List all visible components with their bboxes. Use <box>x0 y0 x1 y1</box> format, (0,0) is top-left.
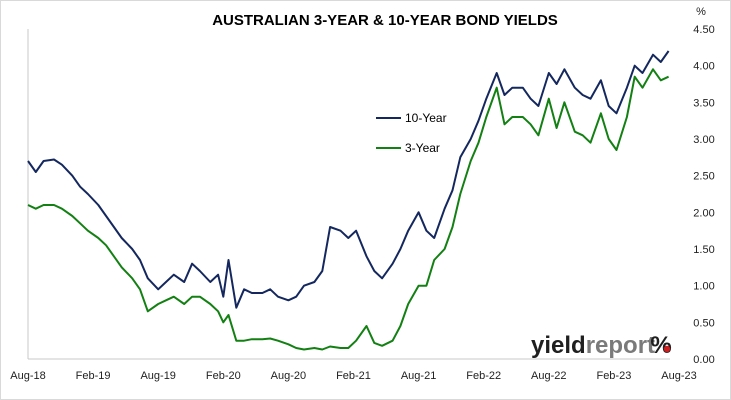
x-tick-label: Aug-20 <box>271 370 306 382</box>
yieldreport-logo: yieldreport % <box>531 332 672 359</box>
legend-label-3-year: 3-Year <box>405 141 440 155</box>
x-tick-label: Aug-23 <box>661 370 696 382</box>
percent-logo-icon: % <box>650 332 671 359</box>
x-tick-label: Feb-19 <box>76 370 111 382</box>
chart-title: AUSTRALIAN 3-YEAR & 10-YEAR BOND YIELDS <box>212 12 558 29</box>
percent-logo-dot <box>663 345 671 353</box>
y-tick-label: 2.50 <box>693 171 714 183</box>
y-tick-label: 3.50 <box>693 97 714 109</box>
y-tick-label: 4.50 <box>693 24 714 36</box>
y-tick-label: 1.00 <box>693 281 714 293</box>
x-tick-labels: Aug-18 Feb-19 Aug-19 Feb-20 Aug-20 Feb-21 Aug-… <box>10 370 696 382</box>
series-line-10-year <box>27 50 670 309</box>
x-tick-label: Aug-21 <box>401 370 436 382</box>
y-tick-label: 4.00 <box>693 61 714 73</box>
x-tick-label: Feb-21 <box>336 370 371 382</box>
logo-text-yield: yield <box>531 332 586 359</box>
legend-label-10-year: 10-Year <box>405 111 447 125</box>
y-tick-label: 3.00 <box>693 134 714 146</box>
x-tick-label: Aug-19 <box>140 370 175 382</box>
y-tick-label: 1.50 <box>693 244 714 256</box>
x-tick-label: Feb-22 <box>466 370 501 382</box>
series-line-3-year <box>27 68 670 351</box>
x-tick-label: Aug-18 <box>10 370 45 382</box>
x-tick-label: Feb-23 <box>596 370 631 382</box>
series-lines <box>27 50 670 351</box>
y-tick-labels: 0.00 0.50 1.00 1.50 2.00 2.50 3.00 3.50 4.00 4.50 <box>693 24 714 366</box>
y-tick-label: 0.50 <box>693 317 714 329</box>
svg-text:yieldreport: yieldreport <box>531 332 655 359</box>
legend: 10-Year 3-Year <box>376 111 447 155</box>
x-tick-label: Feb-20 <box>206 370 241 382</box>
logo-text-report: report <box>586 332 655 359</box>
y-tick-label: 0.00 <box>693 354 714 366</box>
y-tick-label: 2.00 <box>693 207 714 219</box>
x-tick-label: Aug-22 <box>531 370 566 382</box>
y-axis-unit-label: % <box>696 6 706 18</box>
